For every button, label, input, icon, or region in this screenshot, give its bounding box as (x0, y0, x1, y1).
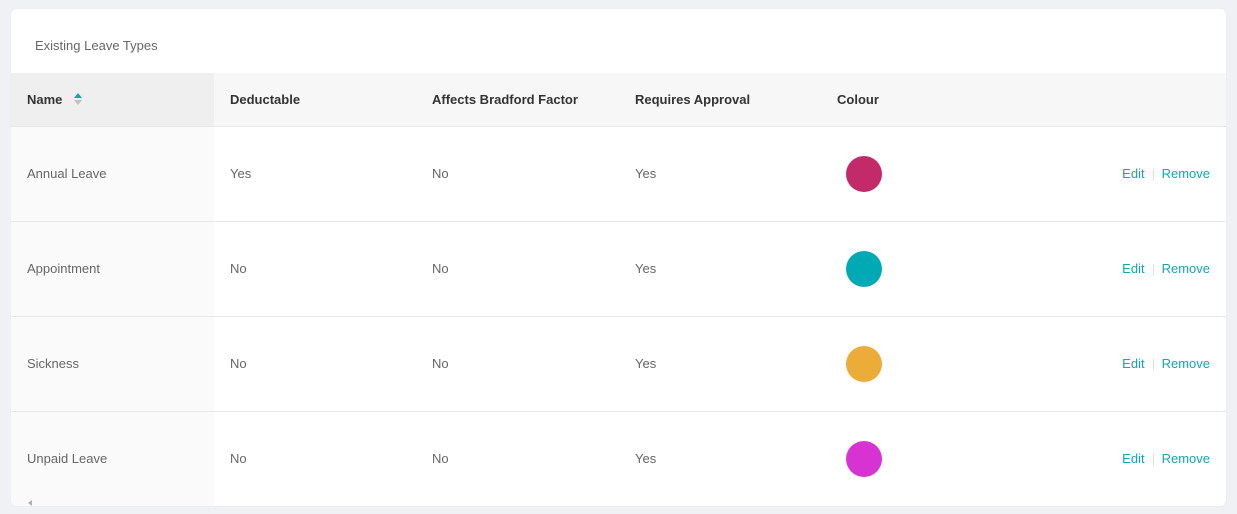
cell-actions: Edit Remove (1021, 316, 1226, 412)
cell-name: Appointment (11, 221, 214, 317)
cell-actions: Edit Remove (1021, 221, 1226, 317)
sort-caret-icon[interactable] (74, 93, 83, 106)
remove-link[interactable]: Remove (1161, 451, 1210, 466)
cell-name: Sickness (11, 316, 214, 412)
cell-deductable: No (214, 411, 416, 506)
colour-swatch (846, 440, 882, 477)
table-row: Unpaid Leave No No Yes Edit Remove (11, 411, 1226, 506)
action-divider (1152, 263, 1154, 276)
edit-link[interactable]: Edit (1122, 451, 1145, 466)
leave-types-table: Name Deductable Affects Bradford Factor … (11, 73, 1226, 506)
edit-link[interactable]: Edit (1122, 261, 1145, 276)
cell-bradford: No (416, 411, 619, 506)
cell-name: Annual Leave (11, 126, 214, 222)
colour-swatch (846, 250, 882, 287)
edit-link[interactable]: Edit (1122, 166, 1145, 181)
cell-approval: Yes (619, 221, 821, 317)
column-header-name[interactable]: Name (11, 73, 214, 127)
column-header-approval: Requires Approval (619, 73, 821, 127)
remove-link[interactable]: Remove (1161, 261, 1210, 276)
cell-colour (821, 221, 1021, 317)
cell-deductable: Yes (214, 126, 416, 222)
cell-approval: Yes (619, 411, 821, 506)
cell-actions: Edit Remove (1021, 126, 1226, 222)
action-divider (1152, 453, 1154, 466)
action-divider (1152, 358, 1154, 371)
table-row: Annual Leave Yes No Yes Edit Remove (11, 126, 1226, 222)
scroll-left-icon[interactable] (28, 500, 32, 506)
cell-actions: Edit Remove (1021, 411, 1226, 506)
cell-name: Unpaid Leave (11, 411, 214, 506)
edit-link[interactable]: Edit (1122, 356, 1145, 371)
cell-colour (821, 411, 1021, 506)
cell-approval: Yes (619, 316, 821, 412)
column-header-actions (1021, 73, 1226, 127)
cell-deductable: No (214, 221, 416, 317)
colour-swatch (846, 155, 882, 192)
sort-up-icon (74, 93, 83, 99)
table-row: Sickness No No Yes Edit Remove (11, 316, 1226, 412)
table-row: Appointment No No Yes Edit Remove (11, 221, 1226, 317)
cell-bradford: No (416, 221, 619, 317)
column-header-label: Name (27, 91, 63, 107)
cell-bradford: No (416, 316, 619, 412)
remove-link[interactable]: Remove (1161, 166, 1210, 181)
cell-colour (821, 316, 1021, 412)
sort-down-icon (74, 100, 83, 106)
cell-deductable: No (214, 316, 416, 412)
table-header-row: Name Deductable Affects Bradford Factor … (11, 73, 1226, 127)
colour-swatch (846, 345, 882, 382)
cell-approval: Yes (619, 126, 821, 222)
leave-types-card: Existing Leave Types Name Deductable Aff… (11, 9, 1226, 506)
remove-link[interactable]: Remove (1161, 356, 1210, 371)
cell-colour (821, 126, 1021, 222)
column-header-bradford: Affects Bradford Factor (416, 73, 619, 127)
column-header-colour: Colour (821, 73, 1021, 127)
cell-bradford: No (416, 126, 619, 222)
card-title: Existing Leave Types (35, 38, 158, 53)
column-header-deductable: Deductable (214, 73, 416, 127)
action-divider (1152, 168, 1154, 181)
